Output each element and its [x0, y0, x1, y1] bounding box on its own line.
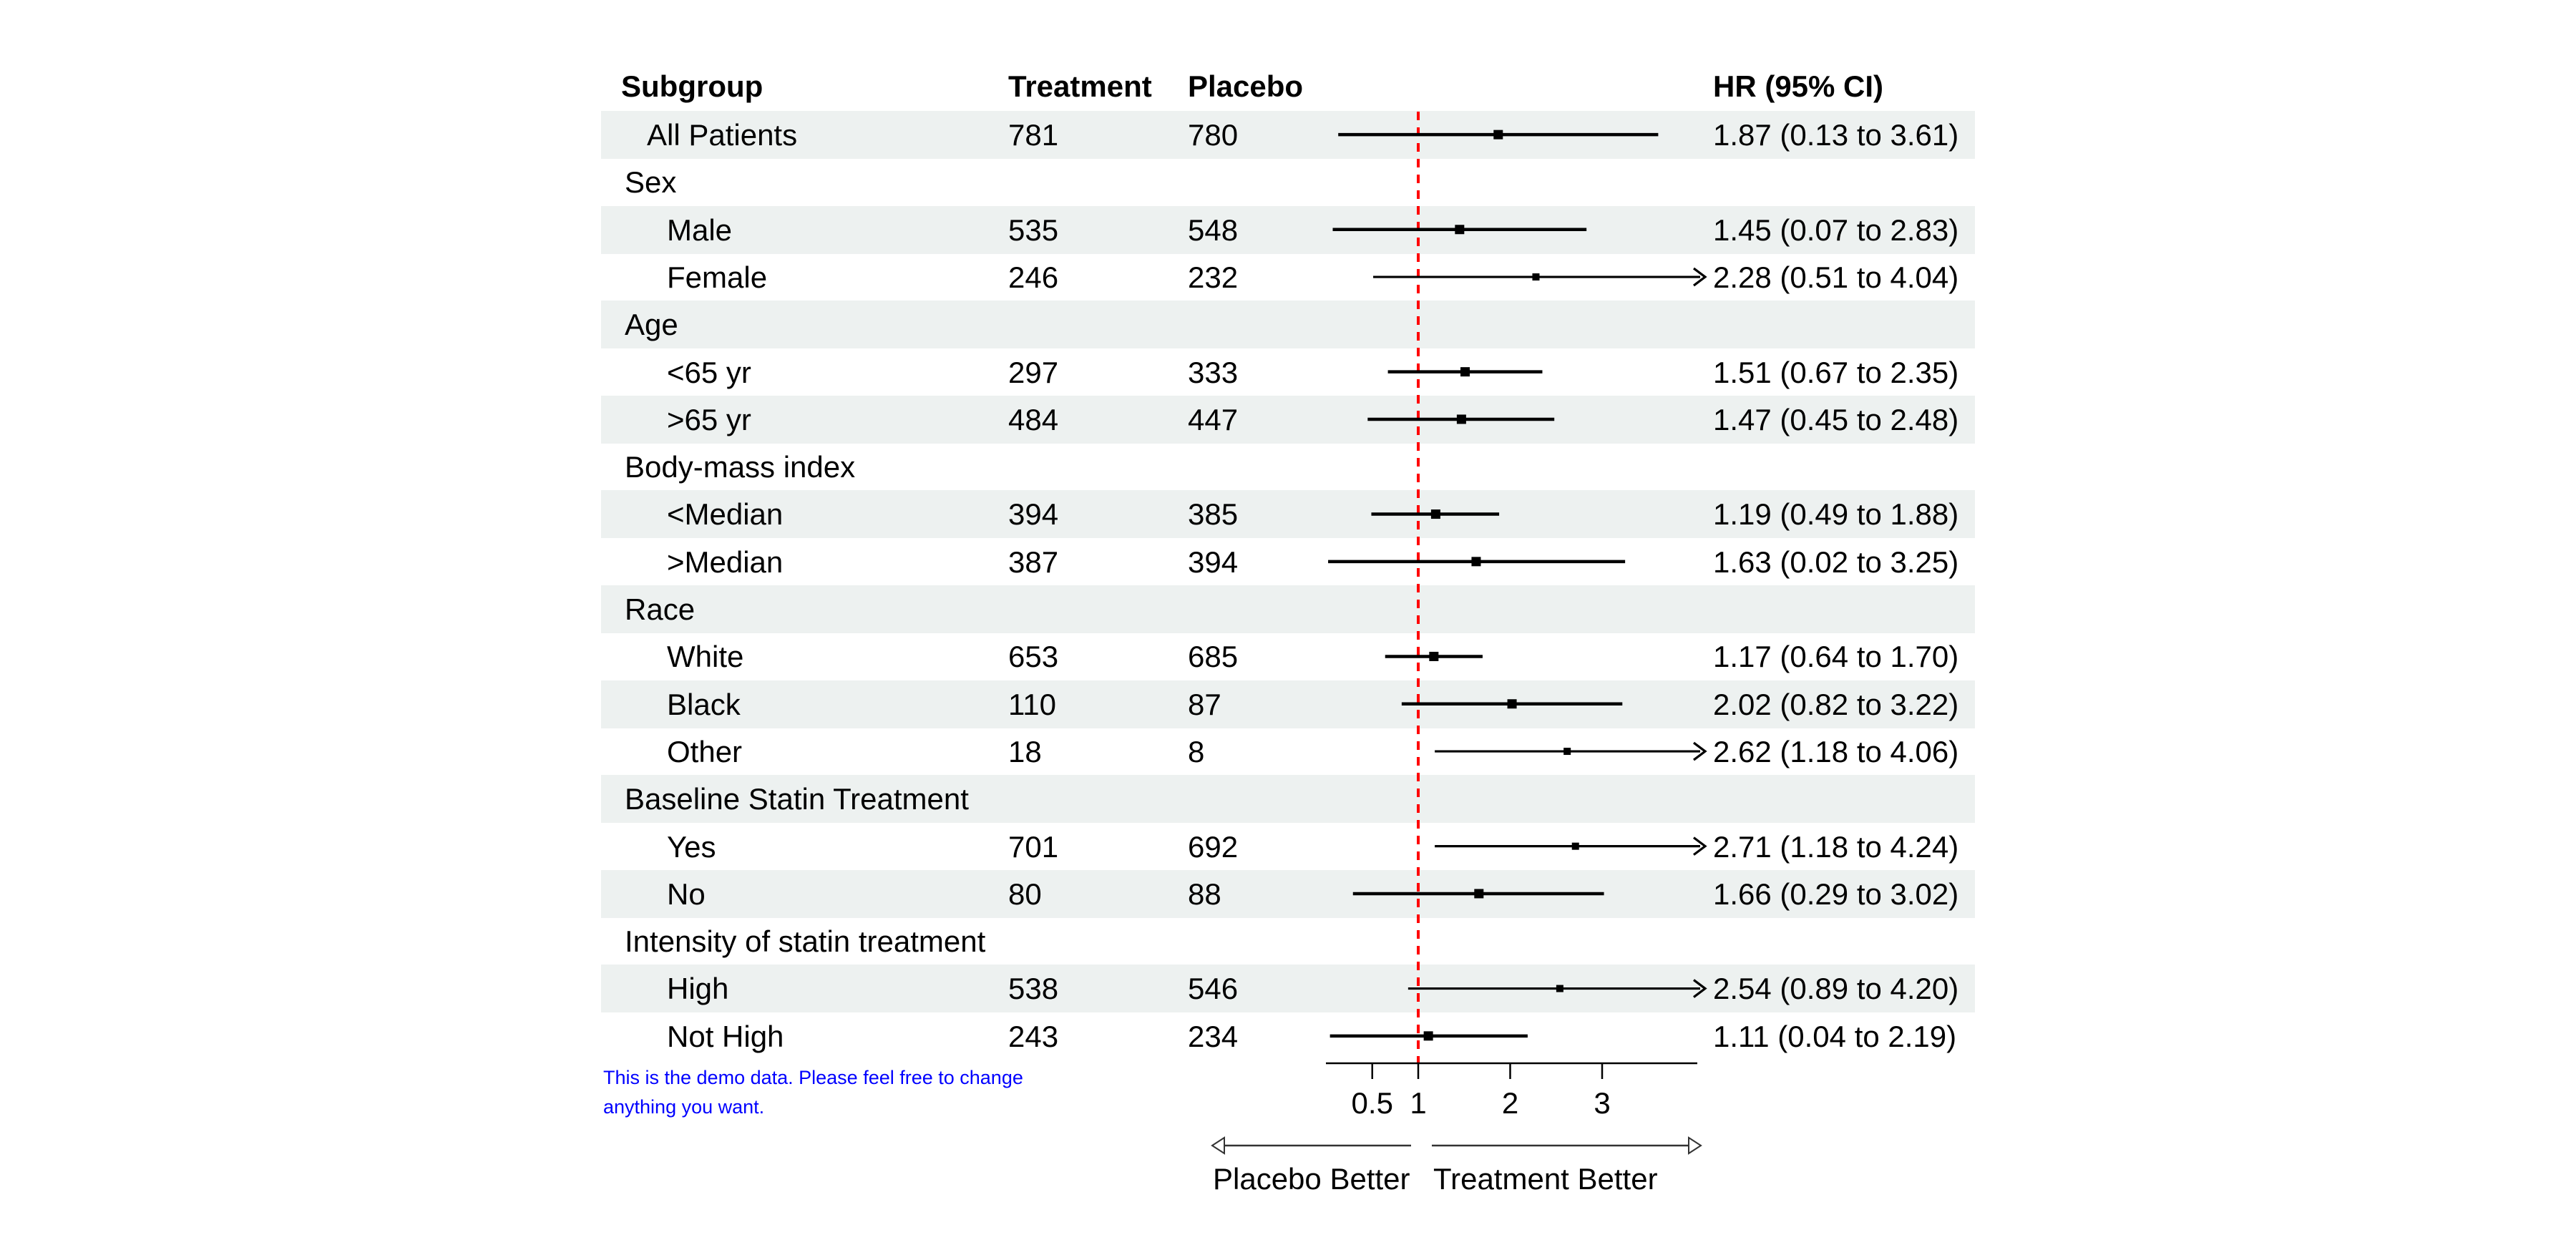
placebo-n: 232: [1188, 260, 1239, 294]
hr-ci-value: 2.28 (0.51 to 4.04): [1713, 260, 1959, 294]
group-header-row: Sex: [601, 158, 1975, 206]
hr-ci-value: 1.87 (0.13 to 3.61): [1713, 118, 1959, 152]
column-header-hr-ci: HR (95% CI): [1713, 69, 1884, 103]
hr-ci-value: 1.66 (0.29 to 3.02): [1713, 877, 1959, 911]
table-row: <65 yr 297 333 1.51 (0.67 to 2.35): [601, 348, 1975, 396]
treatment-better-label: Treatment Better: [1433, 1162, 1658, 1196]
treatment-n: 484: [1008, 402, 1059, 436]
group-header-row: Body-mass index: [601, 443, 1975, 491]
table-row: Male 535 548 1.45 (0.07 to 2.83): [601, 205, 1975, 254]
placebo-n: 333: [1188, 355, 1239, 389]
treatment-n: 246: [1008, 260, 1059, 294]
placebo-n: 692: [1188, 829, 1239, 864]
treatment-n: 297: [1008, 355, 1059, 389]
group-label: Sex: [625, 165, 677, 200]
treatment-n: 387: [1008, 545, 1059, 579]
placebo-n: 394: [1188, 545, 1239, 579]
subgroup-label: Not High: [667, 1019, 784, 1053]
group-header-row: Intensity of statin treatment: [601, 917, 1975, 965]
placebo-n: 88: [1188, 877, 1221, 911]
placebo-better-label: Placebo Better: [1213, 1162, 1410, 1196]
group-header-row: Age: [601, 301, 1975, 349]
table-row: >65 yr 484 447 1.47 (0.45 to 2.48): [601, 395, 1975, 444]
placebo-n: 447: [1188, 402, 1239, 436]
treatment-n: 110: [1008, 687, 1056, 721]
hr-ci-value: 2.62 (1.18 to 4.06): [1713, 734, 1959, 768]
column-header-placebo: Placebo: [1188, 69, 1304, 103]
column-header-subgroup: Subgroup: [621, 69, 763, 103]
placebo-n: 548: [1188, 213, 1239, 247]
group-label: Baseline Statin Treatment: [625, 782, 969, 816]
table-row: <Median 394 385 1.19 (0.49 to 1.88): [601, 490, 1975, 539]
group-label: Intensity of statin treatment: [625, 924, 986, 959]
subgroup-label: Male: [667, 213, 733, 247]
subgroup-label: Female: [667, 260, 768, 294]
hr-ci-value: 1.45 (0.07 to 2.83): [1713, 213, 1959, 247]
treatment-n: 18: [1008, 734, 1042, 768]
group-header-row: Race: [601, 585, 1975, 633]
subgroup-label: >Median: [667, 545, 784, 579]
table-row: Black 110 87 2.02 (0.82 to 3.22): [601, 680, 1975, 728]
subgroup-label: Black: [667, 687, 741, 721]
treatment-n: 781: [1008, 118, 1059, 152]
treatment-n: 538: [1008, 972, 1059, 1006]
treatment-n: 394: [1008, 497, 1059, 532]
treatment-n: 243: [1008, 1019, 1059, 1053]
placebo-n: 8: [1188, 734, 1205, 768]
table-row: Yes 701 692 2.71 (1.18 to 4.24): [601, 823, 1975, 871]
treatment-n: 653: [1008, 640, 1059, 674]
placebo-n: 234: [1188, 1019, 1239, 1053]
placebo-n: 87: [1188, 687, 1221, 721]
treatment-n: 701: [1008, 829, 1059, 864]
placebo-n: 780: [1188, 118, 1239, 152]
group-header-row: Baseline Statin Treatment: [601, 775, 1975, 824]
placebo-n: 385: [1188, 497, 1239, 532]
table-row: Female 246 232 2.28 (0.51 to 4.04): [601, 253, 1975, 301]
hr-ci-value: 1.17 (0.64 to 1.70): [1713, 640, 1959, 674]
subgroup-label: Yes: [667, 829, 716, 864]
subgroup-label: White: [667, 640, 744, 674]
table-row: >Median 387 394 1.63 (0.02 to 3.25): [601, 538, 1975, 586]
hr-ci-value: 1.63 (0.02 to 3.25): [1713, 545, 1959, 579]
subgroup-label: >65 yr: [667, 402, 751, 436]
table-row: No 80 88 1.66 (0.29 to 3.02): [601, 869, 1975, 918]
hr-ci-value: 1.11 (0.04 to 2.19): [1713, 1019, 1957, 1053]
hr-ci-value: 1.51 (0.67 to 2.35): [1713, 355, 1959, 389]
subgroup-label: <65 yr: [667, 355, 751, 389]
subgroup-label: No: [667, 877, 706, 911]
subgroup-label: <Median: [667, 497, 784, 532]
demo-note: This is the demo data. Please feel free …: [603, 1063, 1147, 1122]
demo-note-line1: This is the demo data. Please feel free …: [603, 1067, 1023, 1088]
treatment-n: 535: [1008, 213, 1059, 247]
table-row: All Patients 781 780 1.87 (0.13 to 3.61): [601, 111, 1975, 159]
subgroup-label: High: [667, 972, 729, 1006]
hr-ci-value: 2.71 (1.18 to 4.24): [1713, 829, 1959, 864]
group-label: Age: [625, 308, 678, 342]
hr-ci-value: 2.54 (0.89 to 4.20): [1713, 972, 1959, 1006]
group-label: Race: [625, 592, 696, 626]
group-label: Body-mass index: [625, 450, 856, 484]
placebo-n: 546: [1188, 972, 1239, 1006]
subgroup-label: Other: [667, 734, 743, 768]
table-row: Other 18 8 2.62 (1.18 to 4.06): [601, 728, 1975, 776]
demo-note-line2: anything you want.: [603, 1096, 765, 1118]
treatment-n: 80: [1008, 877, 1042, 911]
placebo-n: 685: [1188, 640, 1239, 674]
hr-ci-value: 2.02 (0.82 to 3.22): [1713, 687, 1959, 721]
column-header-treatment: Treatment: [1008, 69, 1152, 103]
subgroup-label: All Patients: [647, 118, 798, 152]
table-row: White 653 685 1.17 (0.64 to 1.70): [601, 633, 1975, 680]
table-row: High 538 546 2.54 (0.89 to 4.20): [601, 965, 1975, 1013]
table-row: Not High 243 234 1.11 (0.04 to 2.19): [601, 1012, 1975, 1060]
hr-ci-value: 1.47 (0.45 to 2.48): [1713, 402, 1959, 436]
hr-ci-value: 1.19 (0.49 to 1.88): [1713, 497, 1959, 532]
